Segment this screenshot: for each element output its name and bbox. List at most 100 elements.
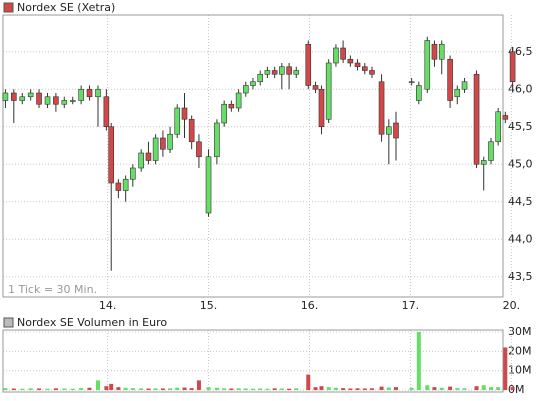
volume-bar bbox=[279, 388, 284, 391]
volume-bar bbox=[474, 386, 479, 391]
candle-body bbox=[228, 103, 235, 109]
candle-body bbox=[86, 88, 93, 98]
candle-body bbox=[393, 122, 399, 139]
candle-body bbox=[19, 96, 26, 101]
volume-bar bbox=[28, 388, 33, 391]
candle-body bbox=[95, 88, 101, 98]
candle-body bbox=[257, 73, 264, 83]
candle-body bbox=[115, 182, 122, 191]
candle-body bbox=[305, 43, 312, 86]
candle-body bbox=[473, 73, 480, 165]
plot-border bbox=[2, 329, 504, 393]
candle-body bbox=[188, 118, 195, 143]
volume-bar bbox=[37, 388, 42, 391]
volume-bar bbox=[448, 386, 453, 391]
volume-bar bbox=[236, 388, 241, 391]
volume-bar bbox=[11, 388, 16, 391]
volume-bar bbox=[319, 386, 324, 391]
volume-bar bbox=[79, 388, 84, 391]
candle-body bbox=[69, 100, 76, 102]
candle-body bbox=[325, 62, 332, 120]
candle-body bbox=[196, 141, 202, 158]
chart-title: Nordex SE (Xetra) bbox=[17, 1, 115, 14]
candle-body bbox=[286, 66, 292, 75]
y-tick-label: 43,5 bbox=[508, 270, 533, 283]
candle-body bbox=[61, 100, 68, 105]
volume-bar bbox=[160, 388, 165, 391]
volume-bar bbox=[3, 388, 8, 391]
y-tick-label: 45,5 bbox=[508, 120, 533, 133]
volume-bar bbox=[455, 388, 460, 391]
candle-body bbox=[502, 115, 509, 120]
volume-bar bbox=[258, 388, 263, 391]
volume-bar bbox=[362, 388, 367, 391]
volume-bar bbox=[439, 387, 444, 391]
volume-bar bbox=[20, 388, 25, 391]
candle-body bbox=[354, 62, 361, 68]
candle-body bbox=[369, 70, 375, 75]
volume-bar bbox=[481, 385, 486, 391]
volume-bar bbox=[146, 388, 151, 391]
candle-body bbox=[408, 81, 415, 84]
candle-body bbox=[235, 92, 242, 109]
y-tick-label: 44,5 bbox=[508, 195, 533, 208]
candle-body bbox=[378, 81, 385, 135]
candle-body bbox=[461, 81, 468, 90]
volume-bar bbox=[265, 388, 270, 391]
candle-body bbox=[250, 81, 256, 86]
volume-bar bbox=[222, 388, 227, 391]
volume-bar bbox=[123, 387, 128, 391]
candle-body bbox=[318, 88, 325, 128]
volume-bar bbox=[503, 347, 508, 391]
y-tick-label: 0M bbox=[508, 383, 525, 396]
volume-bar bbox=[341, 388, 346, 391]
candle-body bbox=[264, 70, 271, 75]
candle-body bbox=[347, 58, 354, 64]
candle-body bbox=[53, 96, 59, 105]
y-tick-label: 44,0 bbox=[508, 232, 533, 245]
volume-bar bbox=[313, 387, 318, 391]
candle-body bbox=[362, 66, 368, 71]
volume-title: Nordex SE Volumen in Euro bbox=[17, 316, 167, 329]
plot-area bbox=[3, 330, 503, 392]
volume-bar bbox=[386, 387, 391, 391]
volume-bar bbox=[369, 388, 374, 391]
candle-body bbox=[431, 43, 438, 60]
candle-body bbox=[108, 126, 115, 184]
volume-bar bbox=[45, 388, 50, 391]
candle-body bbox=[27, 92, 34, 98]
volume-bar bbox=[393, 387, 398, 391]
candle-body bbox=[11, 92, 17, 101]
y-tick-label: 10M bbox=[508, 364, 532, 377]
candle-body bbox=[340, 47, 346, 60]
x-tick-label: 14. bbox=[99, 299, 117, 312]
volume-bar bbox=[182, 387, 187, 391]
candle-body bbox=[145, 152, 152, 161]
volume-bar bbox=[104, 386, 109, 391]
volume-bar bbox=[175, 387, 180, 391]
candle-body bbox=[438, 43, 445, 60]
candle-body bbox=[36, 92, 42, 105]
candle-body bbox=[488, 141, 494, 161]
volume-bar bbox=[206, 387, 211, 391]
candle-body bbox=[454, 88, 461, 98]
volume-bar bbox=[62, 388, 67, 391]
volume-bar bbox=[416, 331, 421, 391]
volume-bar bbox=[287, 388, 292, 391]
candle-body bbox=[44, 96, 51, 105]
x-tick-label: 15. bbox=[200, 299, 218, 312]
volume-bar bbox=[109, 383, 114, 391]
candle-body bbox=[495, 111, 501, 143]
volume-bar bbox=[462, 388, 467, 391]
y-tick-label: 20M bbox=[508, 344, 532, 357]
candle-body bbox=[333, 47, 339, 64]
volume-bar bbox=[326, 387, 331, 391]
volume-bar bbox=[139, 388, 144, 391]
volume-bar bbox=[243, 388, 248, 391]
volume-bar bbox=[53, 388, 58, 391]
candle-body bbox=[174, 107, 181, 135]
candle-body bbox=[416, 85, 422, 101]
candle-body bbox=[214, 122, 220, 158]
legend-swatch bbox=[3, 2, 14, 13]
